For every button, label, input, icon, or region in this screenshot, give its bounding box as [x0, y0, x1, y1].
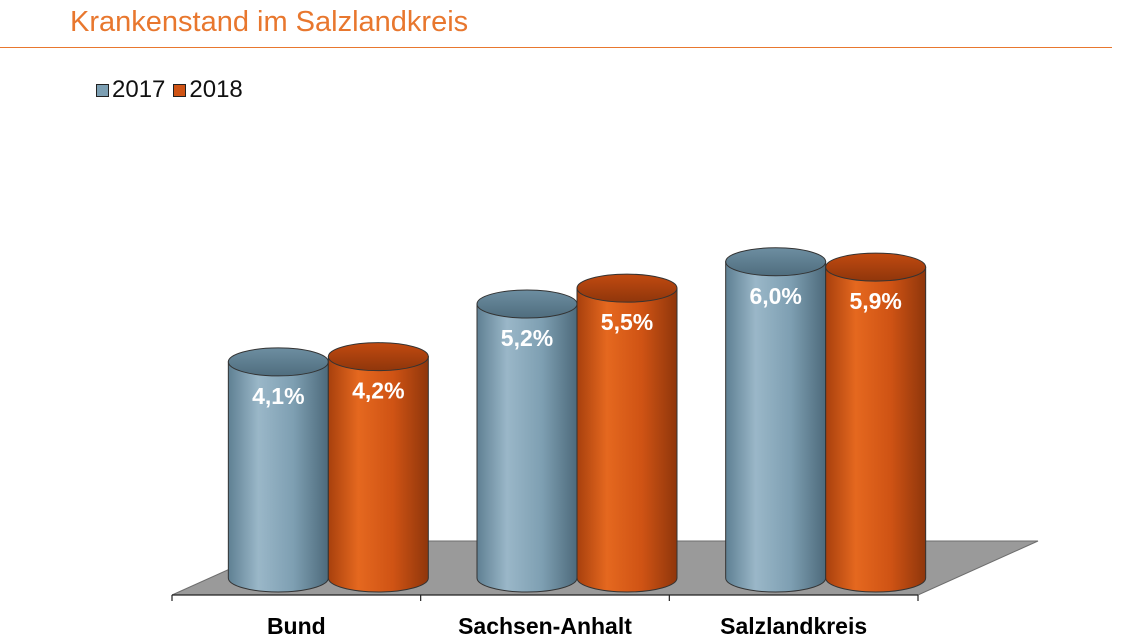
bar-top: [327, 342, 429, 372]
legend-label-2017: 2017: [112, 76, 166, 103]
data-label: 5,5%: [601, 309, 653, 335]
data-label: 5,9%: [849, 288, 901, 314]
data-label: 5,2%: [501, 325, 553, 351]
bar-2018-bund: [327, 342, 429, 593]
bar-top: [476, 289, 578, 319]
bar-top: [725, 247, 827, 277]
legend-swatch-2017: [96, 83, 109, 97]
bar-2018-salzlandkreis: [825, 252, 927, 593]
x-tick-label: Bund: [267, 613, 326, 639]
legend-item-2018: 2018: [173, 76, 243, 104]
bar-body: [227, 361, 329, 593]
bar-body: [576, 287, 678, 593]
bar-2017-bund: [227, 347, 329, 593]
legend-label-2018: 2018: [189, 76, 243, 103]
bar-top: [227, 347, 329, 377]
legend: 2017 2018: [96, 76, 251, 104]
bar-top: [825, 252, 927, 282]
bar-top: [576, 273, 678, 303]
legend-swatch-2018: [173, 83, 187, 97]
data-label: 6,0%: [749, 283, 801, 309]
bar-2017-salzlandkreis: [725, 247, 827, 593]
data-label: 4,2%: [352, 378, 404, 404]
bar-body: [825, 266, 927, 593]
bar-body: [327, 356, 429, 593]
title-divider: [0, 47, 1112, 48]
chart-title: Krankenstand im Salzlandkreis: [70, 6, 469, 38]
x-tick-label: Salzlandkreis: [720, 613, 867, 639]
legend-item-2017: 2017: [96, 76, 165, 104]
data-label: 4,1%: [252, 383, 304, 409]
bar-body: [725, 261, 827, 593]
bar-2017-sachsen-anhalt: [476, 289, 578, 593]
bar-body: [476, 303, 578, 593]
bar-2018-sachsen-anhalt: [576, 273, 678, 593]
x-tick-label: Sachsen-Anhalt: [458, 613, 632, 639]
